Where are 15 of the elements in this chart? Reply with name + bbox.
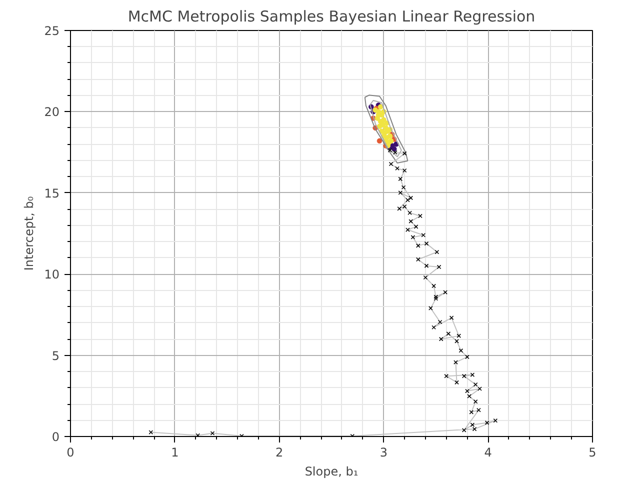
x-tick-label: 5 bbox=[588, 446, 596, 460]
y-tick-label: 25 bbox=[44, 24, 60, 38]
y-tick-label: 15 bbox=[44, 186, 60, 200]
x-tick-label: 4 bbox=[484, 446, 492, 460]
x-tick-label: 3 bbox=[380, 446, 388, 460]
y-tick-label: 0 bbox=[52, 430, 60, 444]
y-tick-label: 20 bbox=[44, 105, 60, 120]
x-tick-label: 2 bbox=[275, 446, 284, 460]
x-tick-label: 0 bbox=[66, 446, 74, 460]
y-axis-title: Intercept, b₀ bbox=[22, 196, 36, 271]
x-axis-title: Slope, b₁ bbox=[304, 464, 358, 478]
y-tick-label: 5 bbox=[52, 348, 60, 363]
y-tick-label: 10 bbox=[44, 268, 60, 282]
chart-title: McMC Metropolis Samples Bayesian Linear Regression bbox=[128, 8, 536, 26]
x-tick-label: 1 bbox=[171, 446, 179, 460]
